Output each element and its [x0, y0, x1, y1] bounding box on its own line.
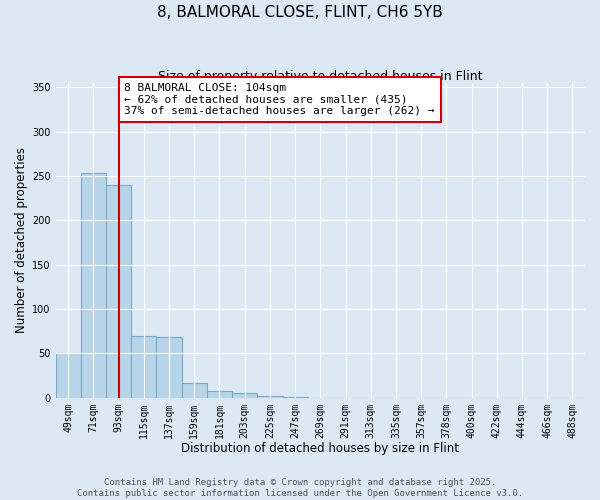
- Bar: [81, 174, 106, 398]
- Bar: [106, 185, 131, 398]
- Text: 8 BALMORAL CLOSE: 104sqm
← 62% of detached houses are smaller (435)
37% of semi-: 8 BALMORAL CLOSE: 104sqm ← 62% of detach…: [124, 83, 435, 116]
- Bar: [257, 396, 283, 398]
- Text: 8, BALMORAL CLOSE, FLINT, CH6 5YB: 8, BALMORAL CLOSE, FLINT, CH6 5YB: [157, 5, 443, 20]
- Bar: [131, 336, 157, 398]
- Bar: [283, 397, 308, 398]
- Bar: [56, 354, 81, 398]
- Bar: [182, 382, 207, 398]
- Bar: [157, 338, 182, 398]
- Title: Size of property relative to detached houses in Flint: Size of property relative to detached ho…: [158, 70, 482, 83]
- Text: Contains HM Land Registry data © Crown copyright and database right 2025.
Contai: Contains HM Land Registry data © Crown c…: [77, 478, 523, 498]
- X-axis label: Distribution of detached houses by size in Flint: Distribution of detached houses by size …: [181, 442, 460, 455]
- Bar: [232, 394, 257, 398]
- Y-axis label: Number of detached properties: Number of detached properties: [15, 148, 28, 334]
- Bar: [207, 390, 232, 398]
